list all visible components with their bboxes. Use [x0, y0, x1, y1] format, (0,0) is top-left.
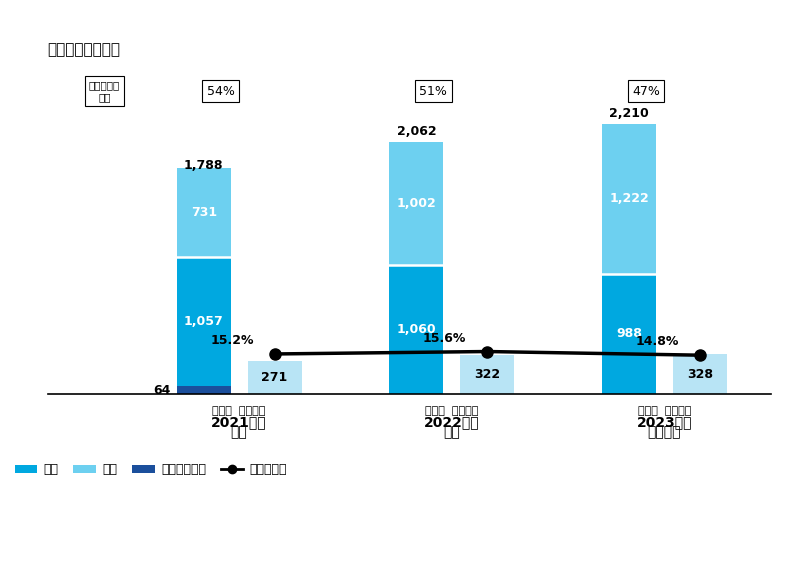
- Bar: [177, 258, 230, 387]
- Text: 1,060: 1,060: [397, 323, 436, 336]
- Legend: 産業, 電装, ディスク媒体, 営業利益率: 産業, 電装, ディスク媒体, 営業利益率: [10, 458, 292, 481]
- Bar: [390, 265, 443, 395]
- Text: 業績推移（億円）: 業績推移（億円）: [48, 42, 121, 57]
- Text: 328: 328: [687, 368, 713, 381]
- Text: 2,210: 2,210: [609, 107, 649, 120]
- Text: 47%: 47%: [632, 85, 660, 98]
- Text: 実績: 実績: [230, 426, 247, 439]
- Bar: [602, 273, 656, 395]
- Bar: [177, 387, 230, 395]
- Text: 売上高  営業利益: 売上高 営業利益: [638, 406, 691, 416]
- Text: 1,057: 1,057: [184, 315, 223, 328]
- Text: 322: 322: [474, 368, 500, 381]
- Text: 実績: 実績: [443, 426, 460, 439]
- Bar: [177, 168, 230, 258]
- Text: 1,788: 1,788: [184, 158, 223, 171]
- Text: 988: 988: [616, 328, 642, 340]
- Text: 54%: 54%: [206, 85, 234, 98]
- Bar: [602, 125, 656, 273]
- Text: 2021年度: 2021年度: [211, 415, 267, 430]
- Text: 売上高  営業利益: 売上高 営業利益: [213, 406, 266, 416]
- Text: 売上高  営業利益: 売上高 営業利益: [425, 406, 478, 416]
- Text: 15.6%: 15.6%: [423, 332, 466, 345]
- Text: 1,002: 1,002: [397, 197, 436, 210]
- Text: 731: 731: [190, 206, 217, 219]
- Text: 51%: 51%: [419, 85, 447, 98]
- Text: 経営計画: 経営計画: [648, 426, 682, 439]
- Bar: [673, 354, 727, 395]
- Bar: [390, 143, 443, 265]
- Text: 2022年度: 2022年度: [424, 415, 480, 430]
- Bar: [248, 361, 302, 395]
- Text: 14.8%: 14.8%: [636, 336, 679, 349]
- Text: 海外売上高
比率: 海外売上高 比率: [89, 80, 120, 102]
- Text: 64: 64: [154, 384, 171, 397]
- Text: 15.2%: 15.2%: [210, 335, 254, 348]
- Text: 271: 271: [262, 371, 288, 384]
- Bar: [460, 355, 514, 395]
- Text: 2,062: 2,062: [397, 125, 436, 138]
- Text: 1,222: 1,222: [609, 192, 649, 205]
- Text: 2023年度: 2023年度: [637, 415, 692, 430]
